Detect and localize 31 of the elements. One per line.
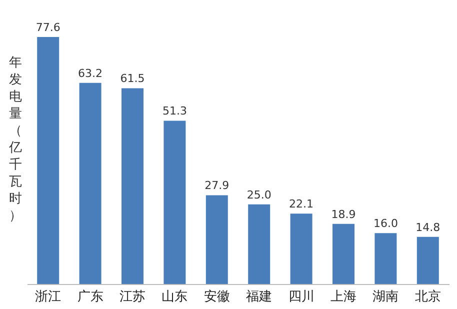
data-label: 51.3	[162, 104, 187, 118]
x-tick-label: 湖南	[372, 290, 399, 304]
data-label: 63.2	[78, 66, 103, 80]
x-tick-label: 四川	[288, 290, 314, 304]
data-label: 25.0	[246, 188, 272, 202]
x-tick-label: 广东	[77, 290, 104, 304]
bar	[79, 82, 102, 284]
data-label: 16.0	[373, 217, 398, 230]
x-tick-label: 浙江	[35, 290, 62, 304]
data-label: 61.5	[120, 72, 145, 86]
bar	[332, 224, 354, 284]
bar	[37, 37, 60, 284]
x-tick-label: 福建	[246, 290, 272, 304]
data-label: 22.1	[289, 198, 314, 211]
data-label: 27.9	[204, 179, 230, 192]
bar	[206, 195, 228, 284]
data-label: 14.8	[416, 220, 440, 234]
bar	[416, 236, 439, 284]
x-tick-label: 上海	[330, 290, 356, 304]
x-tick-label: 安徽	[204, 288, 230, 304]
text: 年发电量（亿千瓦时）	[9, 56, 22, 224]
data-label: 18.9	[331, 208, 356, 221]
x-tick-label: 江苏	[120, 290, 146, 304]
bar	[122, 88, 144, 284]
bar	[248, 204, 270, 284]
x-tick-label: 北京	[414, 290, 441, 304]
bar	[374, 233, 397, 284]
bar	[164, 120, 186, 284]
data-label: 77.6	[36, 21, 60, 34]
x-tick-label: 山东	[162, 290, 188, 304]
bar	[290, 214, 312, 284]
